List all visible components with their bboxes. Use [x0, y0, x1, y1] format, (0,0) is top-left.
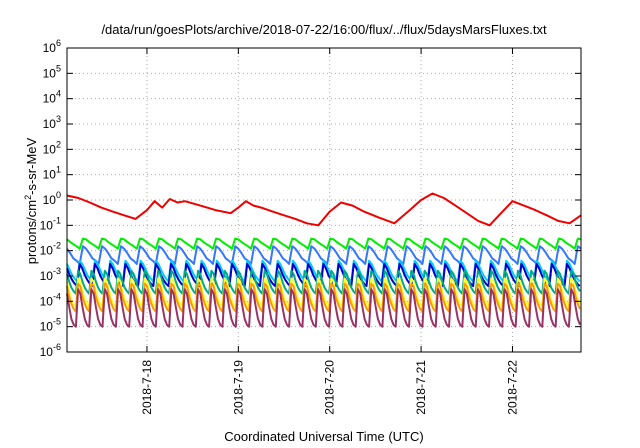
- chart-title: /data/run/goesPlots/archive/2018-07-22/1…: [101, 22, 547, 37]
- series-group: [66, 192, 582, 328]
- series-line-7: [66, 277, 581, 308]
- y-axis-label-prefix: protons/cm: [24, 200, 39, 264]
- y-tick-label: 10-2: [40, 241, 61, 258]
- y-axis-label-suffix: -s-sr-MeV: [24, 137, 39, 194]
- y-tick-label: 10-6: [40, 342, 61, 359]
- x-tick-label: 2018-7-20: [323, 360, 337, 415]
- y-tick-label: 102: [43, 139, 61, 156]
- series-line-9: [66, 288, 581, 328]
- y-tick-label: 104: [43, 89, 61, 106]
- y-tick-label: 101: [43, 165, 61, 182]
- x-tick-label: 2018-7-22: [505, 360, 519, 415]
- y-tick-label: 10-5: [40, 317, 61, 334]
- y-tick-label: 10-3: [40, 266, 61, 283]
- series-line-8: [66, 282, 581, 313]
- x-tick-label: 2018-7-21: [414, 360, 428, 415]
- y-tick-label: 103: [43, 114, 61, 131]
- y-tick-label: 106: [43, 38, 61, 55]
- x-tick-label: 2018-7-19: [231, 360, 245, 415]
- y-axis-label-sup: 2: [23, 195, 33, 200]
- y-tick-label: 10-1: [40, 215, 61, 232]
- y-axis-ticks: 10-6 10-5 10-4 10-3 10-2 10-1 100 101 102 103 104 1…: [40, 38, 581, 359]
- series-line-4: [66, 259, 581, 283]
- x-axis-ticks: 2018-7-18 2018-7-19 2018-7-20 2018-7-21 2018…: [140, 48, 519, 415]
- x-axis-label: Coordinated Universal Time (UTC): [224, 429, 423, 444]
- y-tick-label: 100: [43, 190, 61, 207]
- y-tick-label: 10-4: [40, 291, 61, 308]
- series-line-2: [66, 237, 582, 250]
- y-tick-label: 105: [43, 63, 61, 80]
- x-tick-label: 2018-7-18: [140, 360, 154, 415]
- series-line-5: [66, 262, 581, 288]
- series-line-1: [66, 192, 582, 227]
- y-axis-label: protons/cm2-s-sr-MeV: [23, 137, 39, 264]
- series-line-6: [66, 269, 581, 295]
- grid-lines: [67, 48, 581, 352]
